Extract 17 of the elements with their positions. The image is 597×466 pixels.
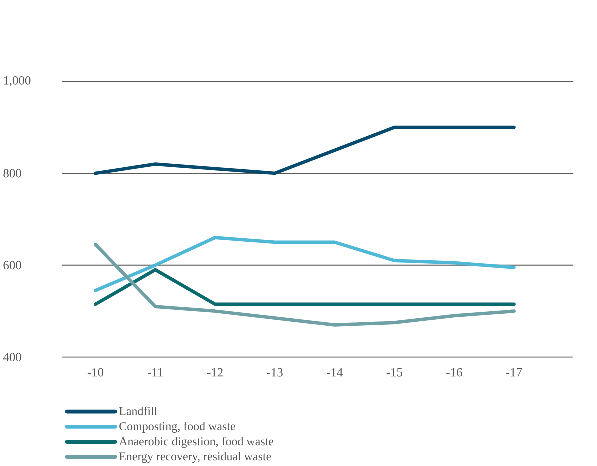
x-tick-label: -12 (207, 368, 223, 377)
legend-label: Anaerobic digestion, food waste (119, 437, 274, 448)
y-tick-label: 1,000 (4, 76, 31, 87)
x-tick-label: -17 (506, 368, 522, 377)
legend-label: Composting, food waste (120, 422, 236, 434)
legend-label: Landfill (119, 406, 158, 416)
x-tick-label: -11 (148, 368, 163, 377)
y-tick-label: 800 (4, 169, 22, 178)
line-series (94, 236, 516, 292)
legend-label: Energy recovery, residual waste (119, 452, 272, 464)
x-tick-label: -16 (446, 368, 462, 377)
x-tick-label: -14 (327, 368, 343, 377)
x-tick-label: -15 (386, 368, 402, 377)
x-tick-label: -13 (267, 368, 283, 377)
y-tick-label: 400 (3, 353, 22, 362)
y-tick-label: 600 (4, 261, 22, 270)
x-tick-label: -10 (88, 368, 104, 377)
